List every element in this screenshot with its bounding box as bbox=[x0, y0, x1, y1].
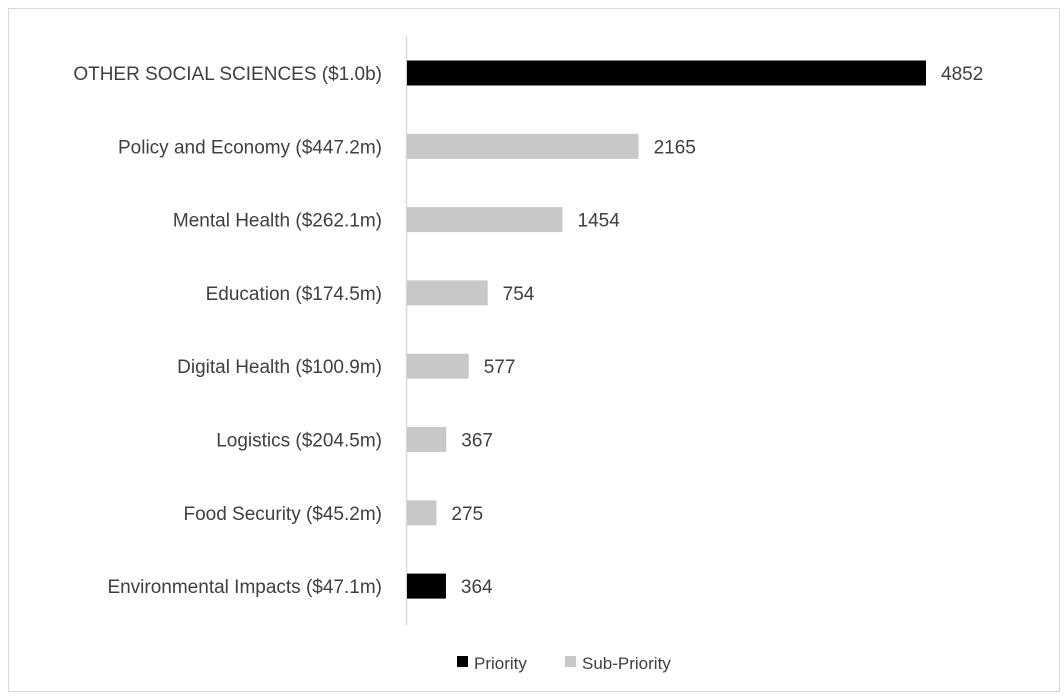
category-label: Environmental Impacts ($47.1m) bbox=[107, 577, 382, 598]
bar bbox=[407, 207, 563, 233]
legend-label-sub-priority: Sub-Priority bbox=[582, 654, 671, 673]
data-label: 367 bbox=[461, 431, 493, 452]
data-label: 754 bbox=[503, 284, 535, 305]
bar bbox=[407, 60, 926, 86]
legend-swatch-priority bbox=[457, 656, 468, 667]
data-label: 364 bbox=[461, 577, 493, 598]
data-label: 2165 bbox=[654, 137, 696, 158]
bars-group: OTHER SOCIAL SCIENCES ($1.0b) 4852 Policy … bbox=[73, 60, 983, 599]
legend-swatch-sub-priority bbox=[565, 656, 576, 667]
bar bbox=[407, 500, 437, 526]
category-label: Digital Health ($100.9m) bbox=[177, 357, 382, 378]
category-label: Logistics ($204.5m) bbox=[216, 431, 382, 452]
category-label: Education ($174.5m) bbox=[206, 284, 382, 305]
data-label: 4852 bbox=[941, 64, 983, 85]
category-label: Mental Health ($262.1m) bbox=[173, 211, 382, 232]
data-label: 577 bbox=[484, 357, 516, 378]
category-label: OTHER SOCIAL SCIENCES ($1.0b) bbox=[73, 64, 382, 85]
category-label: Food Security ($45.2m) bbox=[183, 504, 382, 525]
legend: Priority Sub-Priority bbox=[457, 654, 671, 673]
data-label: 275 bbox=[451, 504, 483, 525]
bar bbox=[407, 573, 446, 599]
bar bbox=[407, 353, 469, 379]
data-label: 1454 bbox=[578, 211, 621, 232]
bar bbox=[407, 133, 639, 159]
category-label: Policy and Economy ($447.2m) bbox=[118, 137, 382, 158]
chart-frame bbox=[8, 8, 1060, 692]
bar bbox=[407, 280, 488, 306]
legend-label-priority: Priority bbox=[474, 654, 527, 673]
bar bbox=[407, 427, 447, 452]
